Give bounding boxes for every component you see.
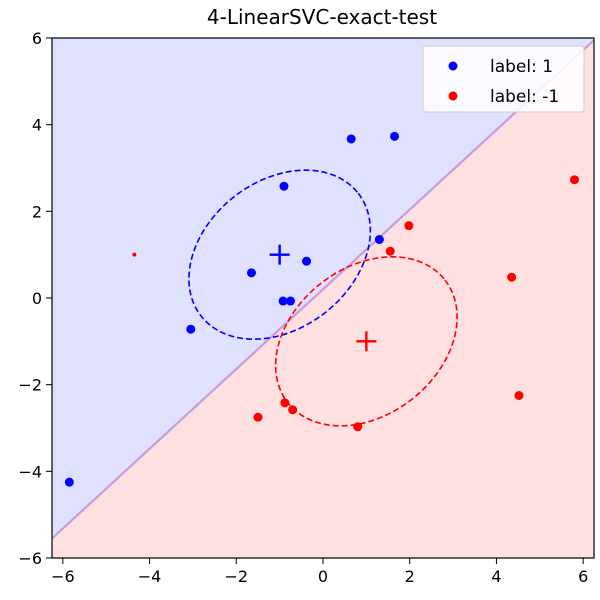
x-tick-label-3: 0 <box>318 567 328 586</box>
legend-box <box>422 45 585 113</box>
legend-marker-0 <box>448 61 458 71</box>
y-tick-label-0: −6 <box>18 549 42 568</box>
point-1-0 <box>132 252 137 257</box>
y-axis: −6 −4 −2 0 2 4 6 <box>18 29 52 568</box>
y-tick-label-3: 0 <box>32 289 42 308</box>
point-0-7 <box>346 134 356 144</box>
point-1-6 <box>404 221 414 231</box>
legend-label-1: label: -1 <box>490 87 559 107</box>
point-1-8 <box>514 391 524 400</box>
y-tick-label-1: −4 <box>18 462 42 481</box>
point-1-5 <box>385 246 395 256</box>
point-0-0 <box>64 477 74 487</box>
point-1-7 <box>507 272 517 282</box>
x-tick-label-0: −6 <box>51 567 75 586</box>
legend: label: 1 label: -1 <box>422 45 585 113</box>
point-0-1 <box>186 324 196 334</box>
legend-marker-1 <box>448 91 458 101</box>
point-0-6 <box>302 256 312 266</box>
point-0-9 <box>374 235 384 244</box>
point-0-8 <box>390 131 400 141</box>
point-0-5 <box>285 296 295 306</box>
x-tick-label-1: −4 <box>138 567 162 586</box>
y-tick-label-4: 2 <box>32 202 42 221</box>
x-tick-label-2: −2 <box>224 567 248 586</box>
point-1-4 <box>353 422 363 432</box>
legend-label-0: label: 1 <box>490 57 553 77</box>
decision-boundary <box>52 39 594 540</box>
x-tick-label-6: 6 <box>578 567 588 586</box>
point-1-1 <box>253 412 263 422</box>
x-axis: −6 −4 −2 0 2 4 6 <box>51 558 588 586</box>
point-0-2 <box>246 268 256 278</box>
cov-ellipse-0 <box>188 169 372 340</box>
y-tick-label-2: −2 <box>18 376 42 395</box>
plot-area <box>52 38 594 558</box>
y-tick-label-6: 6 <box>32 29 42 48</box>
y-tick-label-5: 4 <box>32 116 42 135</box>
x-tick-label-4: 2 <box>405 567 415 586</box>
point-0-4 <box>278 296 288 306</box>
point-1-2 <box>280 398 290 408</box>
point-1-3 <box>288 405 298 415</box>
point-1-9 <box>569 175 579 185</box>
x-tick-label-5: 4 <box>491 567 501 586</box>
chart-title: 4-LinearSVC-exact-test <box>207 5 437 29</box>
point-0-3 <box>279 181 289 191</box>
